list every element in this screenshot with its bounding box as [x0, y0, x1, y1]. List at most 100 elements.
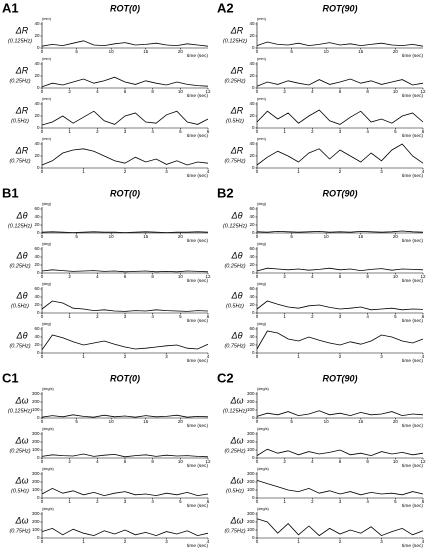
- x-tick-label: 5: [290, 419, 293, 424]
- x-tick-label: 2: [283, 459, 286, 464]
- data-line: [256, 300, 424, 311]
- unit-label: (mm): [257, 97, 267, 101]
- x-tick-label: 1: [297, 539, 300, 544]
- x-tick-label: 20: [393, 234, 399, 239]
- x-tick-label: 0: [41, 129, 44, 134]
- data-line: [256, 410, 424, 417]
- x-axis-title: time (sec): [402, 358, 423, 364]
- x-tick-label: 4: [422, 169, 425, 174]
- x-tick-label: 4: [151, 314, 154, 319]
- x-axis-title: time (sec): [402, 278, 423, 284]
- y-symbol: Δθ: [231, 330, 243, 340]
- y-tick-label: 60: [249, 206, 255, 211]
- y-tick-label: 20: [249, 113, 255, 118]
- x-tick-label: 0: [41, 459, 44, 464]
- y-tick-label: 60: [249, 326, 255, 331]
- x-tick-label: 6: [339, 89, 342, 94]
- frequency-label: (0.25Hz): [224, 263, 245, 269]
- frequency-label: (0.25Hz): [224, 78, 245, 84]
- axes: [41, 207, 208, 234]
- x-tick-label: 20: [178, 49, 184, 54]
- x-tick-label: 2: [283, 89, 286, 94]
- x-tick-label: 2: [339, 539, 342, 544]
- x-axis-title: time (sec): [187, 358, 208, 364]
- y-tick-label: 0: [37, 455, 40, 460]
- y-tick-label: 20: [34, 222, 40, 227]
- y-symbol: Δθ: [16, 290, 28, 300]
- y-symbol: ΔR: [230, 65, 244, 75]
- unit-label: (deg/s): [42, 387, 55, 391]
- y-tick-label: 20: [34, 113, 40, 118]
- y-symbol: Δθ: [231, 210, 243, 220]
- y-tick-label: 0: [37, 165, 40, 170]
- x-axis-title: time (sec): [402, 463, 423, 469]
- y-tick-label: 60: [249, 246, 255, 251]
- panel-title: ROT(90): [322, 188, 357, 198]
- y-tick-label: 300: [247, 471, 255, 476]
- y-tick-label: 60: [34, 326, 40, 331]
- x-tick-label: 1: [68, 314, 71, 319]
- y-tick-label: 100: [247, 407, 255, 412]
- x-tick-label: 4: [422, 354, 425, 359]
- x-tick-label: 3: [380, 539, 383, 544]
- y-tick-label: 200: [32, 399, 40, 404]
- x-tick-label: 1: [68, 499, 71, 504]
- y-tick-label: 20: [249, 342, 255, 347]
- x-tick-label: 5: [179, 314, 182, 319]
- x-tick-label: 0: [41, 499, 44, 504]
- y-tick-label: 40: [249, 141, 255, 146]
- y-tick-label: 20: [249, 302, 255, 307]
- frequency-label: (0.125Hz): [8, 223, 32, 229]
- y-tick-label: 20: [249, 222, 255, 227]
- x-tick-label: 1: [82, 169, 85, 174]
- y-tick-label: 20: [249, 153, 255, 158]
- x-tick-label: 2: [311, 129, 314, 134]
- x-tick-label: 3: [380, 169, 383, 174]
- y-tick-label: 40: [34, 214, 40, 219]
- panel-title: ROT(0): [110, 373, 140, 383]
- x-tick-label: 8: [151, 89, 154, 94]
- x-tick-label: 8: [366, 274, 369, 279]
- frequency-label: (0.25Hz): [9, 78, 30, 84]
- x-tick-label: 3: [339, 129, 342, 134]
- x-tick-label: 3: [339, 314, 342, 319]
- x-tick-label: 0: [41, 89, 44, 94]
- y-symbol: ΔR: [15, 25, 29, 35]
- y-tick-label: 0: [252, 415, 255, 420]
- x-axis-title: time (sec): [187, 278, 208, 284]
- x-tick-label: 6: [124, 274, 127, 279]
- data-line: [41, 76, 209, 88]
- x-tick-label: 2: [96, 314, 99, 319]
- data-line: [256, 330, 424, 350]
- x-tick-label: 20: [178, 419, 184, 424]
- unit-label: (mm): [42, 17, 52, 21]
- y-tick-label: 200: [32, 519, 40, 524]
- unit-label: (deg/s): [42, 427, 55, 431]
- y-symbol: ΔR: [15, 105, 29, 115]
- unit-label: (deg): [42, 322, 52, 326]
- x-axis-title: time (sec): [402, 53, 423, 59]
- y-symbol: Δθ: [231, 290, 243, 300]
- x-axis-title: time (sec): [402, 238, 423, 244]
- x-tick-label: 3: [339, 499, 342, 504]
- x-tick-label: 0: [256, 314, 259, 319]
- y-tick-label: 300: [247, 511, 255, 516]
- unit-label: (mm): [257, 57, 267, 61]
- x-axis-title: time (sec): [402, 173, 423, 179]
- x-tick-label: 1: [283, 499, 286, 504]
- x-tick-label: 12: [420, 89, 426, 94]
- y-tick-label: 0: [252, 165, 255, 170]
- frequency-label: (0.75Hz): [224, 343, 245, 349]
- data-line: [41, 300, 209, 312]
- x-tick-label: 0: [256, 169, 259, 174]
- y-tick-label: 0: [252, 230, 255, 235]
- y-tick-label: 0: [37, 45, 40, 50]
- y-tick-label: 0: [37, 125, 40, 130]
- x-tick-label: 1: [82, 354, 85, 359]
- x-tick-label: 12: [205, 274, 211, 279]
- frequency-label: (0.5Hz): [11, 118, 29, 124]
- y-tick-label: 0: [37, 230, 40, 235]
- x-tick-label: 15: [358, 49, 364, 54]
- x-tick-label: 6: [422, 129, 425, 134]
- data-line: [256, 109, 424, 125]
